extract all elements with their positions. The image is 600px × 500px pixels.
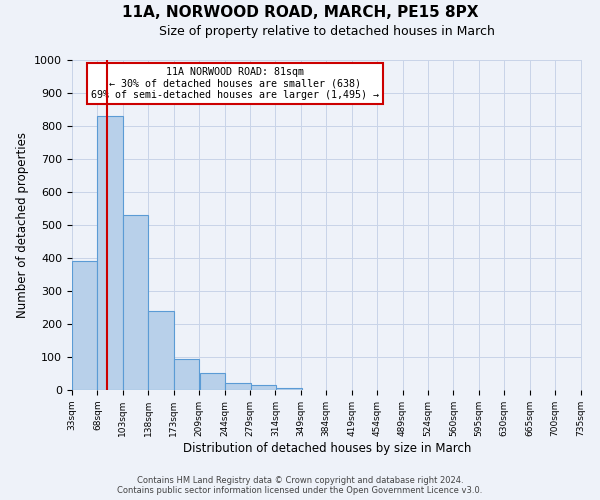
Bar [148, 311, 174, 390]
Text: Contains HM Land Registry data © Crown copyright and database right 2024.
Contai: Contains HM Land Registry data © Crown c… [118, 476, 482, 495]
Y-axis label: Number of detached properties: Number of detached properties [16, 132, 29, 318]
Bar [200, 373, 225, 390]
Title: Size of property relative to detached houses in March: Size of property relative to detached ho… [159, 25, 495, 38]
Bar [276, 388, 302, 390]
Bar [251, 385, 276, 390]
Text: 11A, NORWOOD ROAD, MARCH, PE15 8PX: 11A, NORWOOD ROAD, MARCH, PE15 8PX [122, 5, 478, 20]
Bar [97, 116, 123, 390]
Bar [225, 384, 251, 390]
X-axis label: Distribution of detached houses by size in March: Distribution of detached houses by size … [183, 442, 471, 454]
Bar [72, 262, 97, 390]
Bar [174, 358, 199, 390]
Text: 11A NORWOOD ROAD: 81sqm
← 30% of detached houses are smaller (638)
69% of semi-d: 11A NORWOOD ROAD: 81sqm ← 30% of detache… [91, 66, 379, 100]
Bar [123, 215, 148, 390]
